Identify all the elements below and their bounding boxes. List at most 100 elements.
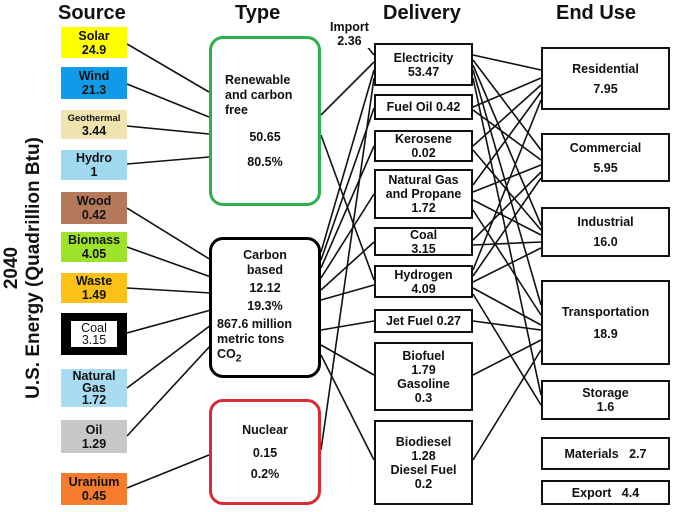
- sources-1-name: Wind: [78, 69, 110, 83]
- flow-line: [472, 349, 542, 461]
- flow-line: [472, 164, 542, 193]
- flow-line: [126, 43, 210, 93]
- flow-line: [472, 177, 542, 277]
- delivery-biofuel-value: 1.79: [411, 362, 436, 377]
- delivery-kerosene: Kerosene 0.02: [374, 130, 473, 162]
- nuclear-label: Nuclear: [242, 422, 288, 437]
- flow-line: [472, 287, 542, 326]
- types-carbon-co2-sub: 2: [235, 353, 242, 365]
- end-use-industrial-value: 16.0: [593, 235, 618, 249]
- sources-10-name: Uranium: [68, 475, 120, 489]
- delivery-fuel-oil-label: Fuel Oil 0.42: [386, 100, 461, 114]
- sources-9-value: 1.29: [81, 436, 107, 451]
- delivery-biofuel-label2: Gasoline: [397, 376, 450, 391]
- delivery-fuel-oil: Fuel Oil 0.42: [374, 94, 473, 120]
- flow-line: [472, 149, 542, 231]
- sources-2-value: 3.44: [81, 123, 107, 138]
- sources-3-name: Hydro: [75, 151, 113, 165]
- renewable-percent: 80.5%: [247, 154, 283, 169]
- delivery-kerosene-label: Kerosene: [395, 132, 452, 146]
- delivery-kerosene-value: 0.02: [411, 146, 436, 160]
- delivery-biodiesel-label: Biodiesel: [395, 434, 452, 449]
- sources-7-value: 3.15: [81, 333, 107, 347]
- end-use-storage: Storage 1.6: [541, 380, 670, 420]
- flow-line: [472, 171, 542, 241]
- source-waste: Waste 1.49: [61, 273, 127, 303]
- end-use-transportation-label: Transportation: [561, 304, 650, 319]
- end-use-residential: Residential 7.95: [541, 47, 670, 110]
- flow-line: [472, 199, 542, 236]
- delivery-jet-fuel: Jet Fuel 0.27: [374, 309, 473, 333]
- end-use-residential-label: Residential: [572, 61, 639, 76]
- source-wood: Wood 0.42: [61, 192, 127, 224]
- end-use-materials: Materials 2.7: [541, 437, 670, 470]
- carbon-label: Carbon based: [243, 248, 287, 278]
- flow-line: [472, 91, 542, 186]
- delivery-biofuel: Biofuel 1.79 Gasoline 0.3: [374, 342, 473, 411]
- delivery-electricity-label: Electricity: [393, 50, 454, 65]
- source-uranium: Uranium 0.45: [61, 473, 127, 505]
- flow-line: [472, 69, 542, 306]
- header-delivery: Delivery: [383, 2, 461, 24]
- delivery-hydrogen: Hydrogen 4.09: [374, 265, 473, 298]
- source-hydro: Hydro 1: [61, 150, 127, 180]
- sources-2-name: Geothermal: [67, 112, 121, 124]
- carbon-emissions: 867.6 million metric tons: [217, 317, 293, 347]
- end-use-storage-label: Storage: [582, 386, 629, 400]
- delivery-biodiesel-label2: Diesel Fuel: [390, 462, 457, 477]
- delivery-electricity-value: 53.47: [407, 64, 440, 79]
- sources-8-value: 1.72: [81, 393, 107, 407]
- units-label: U.S. Energy (Quadrillion Btu): [23, 137, 44, 399]
- source-oil: Oil 1.29: [61, 420, 127, 453]
- end-use-materials-label: Materials 2.7: [564, 446, 647, 461]
- header-source: Source: [58, 2, 126, 24]
- source-biomass: Biomass 4.05: [61, 232, 127, 262]
- sources-8-name: Natural Gas: [72, 369, 116, 395]
- flow-line: [472, 320, 542, 331]
- flow-line: [320, 320, 375, 331]
- flow-line: [126, 344, 212, 437]
- flow-line: [472, 109, 542, 161]
- nuclear-percent: 0.2%: [250, 466, 280, 481]
- delivery-biodiesel-value: 1.28: [411, 448, 436, 463]
- delivery-natural-gas-label: Natural Gas and Propane: [385, 173, 462, 201]
- end-use-transportation: Transportation 18.9: [541, 280, 670, 365]
- flow-line: [320, 145, 375, 269]
- delivery-hydrogen-label: Hydrogen: [394, 267, 453, 282]
- flow-line: [472, 293, 542, 406]
- flow-line: [472, 64, 542, 226]
- flow-line: [472, 99, 542, 271]
- sources-4-name: Wood: [76, 194, 112, 208]
- sources-5-name: Biomass: [67, 233, 121, 247]
- end-use-export: Export 4.4: [541, 480, 670, 505]
- source-geothermal: Geothermal 3.44: [61, 110, 127, 139]
- end-use-industrial-label: Industrial: [577, 215, 634, 229]
- end-use-storage-value: 1.6: [596, 400, 615, 414]
- flow-line: [126, 246, 212, 278]
- flow-line: [472, 209, 542, 316]
- flow-line: [320, 77, 375, 451]
- flow-line: [472, 241, 542, 246]
- end-use-commercial-label: Commercial: [569, 140, 642, 155]
- end-use-transportation-value: 18.9: [593, 326, 618, 341]
- flow-line: [320, 193, 375, 279]
- sources-10-value: 0.45: [81, 489, 107, 503]
- end-use-export-label: Export 4.4: [571, 485, 640, 500]
- delivery-jet-fuel-label: Jet Fuel 0.27: [385, 314, 462, 328]
- sources-3-value: 1: [90, 165, 98, 179]
- flow-line: [320, 344, 375, 376]
- source-coal: Coal 3.15: [61, 313, 127, 355]
- renewable-value: 50.65: [249, 129, 281, 144]
- flow-line: [320, 69, 375, 253]
- delivery-natural-gas-value: 1.72: [411, 201, 436, 215]
- flow-line: [126, 156, 210, 165]
- types-carbon-co2: CO: [217, 347, 236, 362]
- flow-line: [320, 107, 375, 261]
- flow-line: [472, 59, 542, 151]
- sources-0-name: Solar: [78, 28, 110, 43]
- delivery-biofuel-value2: 0.3: [414, 390, 433, 405]
- nuclear-value: 0.15: [252, 445, 278, 460]
- co2-label: CO2: [217, 347, 313, 367]
